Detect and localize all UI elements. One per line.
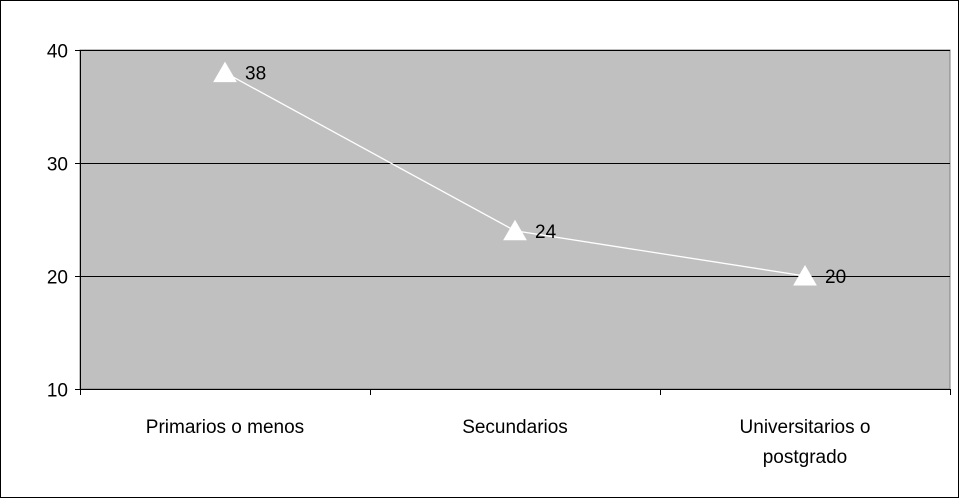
x-tick-label-2: Universitarios o postgrado	[740, 417, 871, 468]
y-tick-label-20: 20	[47, 268, 68, 289]
x-axis-ticks: Primarios o menos Secundarios Universitari…	[80, 389, 951, 468]
data-label-0: 38	[245, 64, 266, 85]
data-labels: 38 24 20	[245, 64, 846, 288]
data-label-2: 20	[825, 267, 846, 288]
plot-area	[79, 49, 951, 390]
data-label-1: 24	[535, 222, 557, 243]
axes	[80, 50, 950, 390]
y-tick-label-40: 40	[47, 42, 68, 63]
x-tick-label-0: Primarios o menos	[146, 417, 304, 438]
point-marker-2	[793, 265, 817, 286]
series-layer	[213, 61, 817, 286]
point-marker-0	[213, 61, 237, 83]
x-tick-label-1: Secundarios	[462, 417, 568, 438]
y-axis-ticks: 10 20 30 40	[47, 42, 80, 402]
y-tick-label-30: 30	[47, 155, 68, 176]
point-marker-1	[503, 219, 527, 241]
y-tick-label-10: 10	[47, 381, 68, 402]
